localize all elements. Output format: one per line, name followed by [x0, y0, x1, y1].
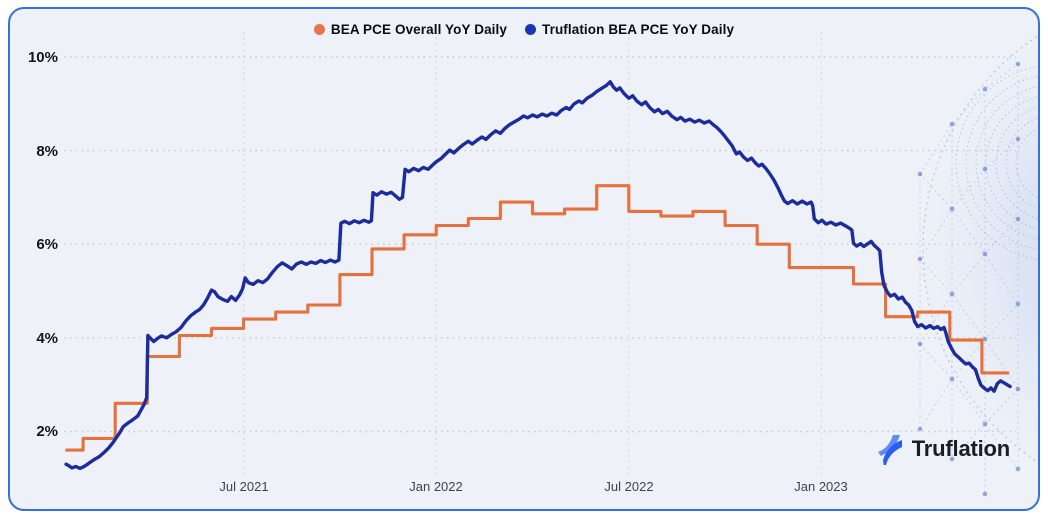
legend-item-truflation[interactable]: Truflation BEA PCE YoY Daily — [524, 22, 735, 37]
y-axis-label-4: 4% — [36, 330, 58, 347]
x-axis-label-jan2023: Jan 2023 — [794, 479, 848, 494]
y-axis-label-10: 10% — [27, 49, 58, 66]
truflation-logo-text: Truflation — [911, 435, 1010, 461]
x-axis-label-jul2021: Jul 2021 — [219, 479, 269, 494]
truflation-logo: Truflation — [877, 432, 1010, 465]
y-axis-label-6: 6% — [36, 236, 58, 253]
legend-item-bea[interactable]: BEA PCE Overall YoY Daily — [313, 22, 507, 37]
y-axis-label-8: 8% — [36, 143, 58, 160]
legend-label-truflation: Truflation BEA PCE YoY Daily — [541, 22, 735, 37]
chart-legend: BEA PCE Overall YoY Daily Truflation BEA… — [0, 22, 1048, 37]
y-axis-label-2: 2% — [36, 423, 58, 440]
x-axis-label-jul2022: Jul 2022 — [604, 479, 654, 494]
bea-series-dot-icon — [313, 24, 325, 35]
truflation-logo-icon — [877, 435, 902, 465]
x-axis-label-jan2022: Jan 2022 — [409, 479, 463, 494]
legend-label-bea: BEA PCE Overall YoY Daily — [330, 22, 507, 37]
truflation-series-dot-icon — [524, 24, 536, 35]
